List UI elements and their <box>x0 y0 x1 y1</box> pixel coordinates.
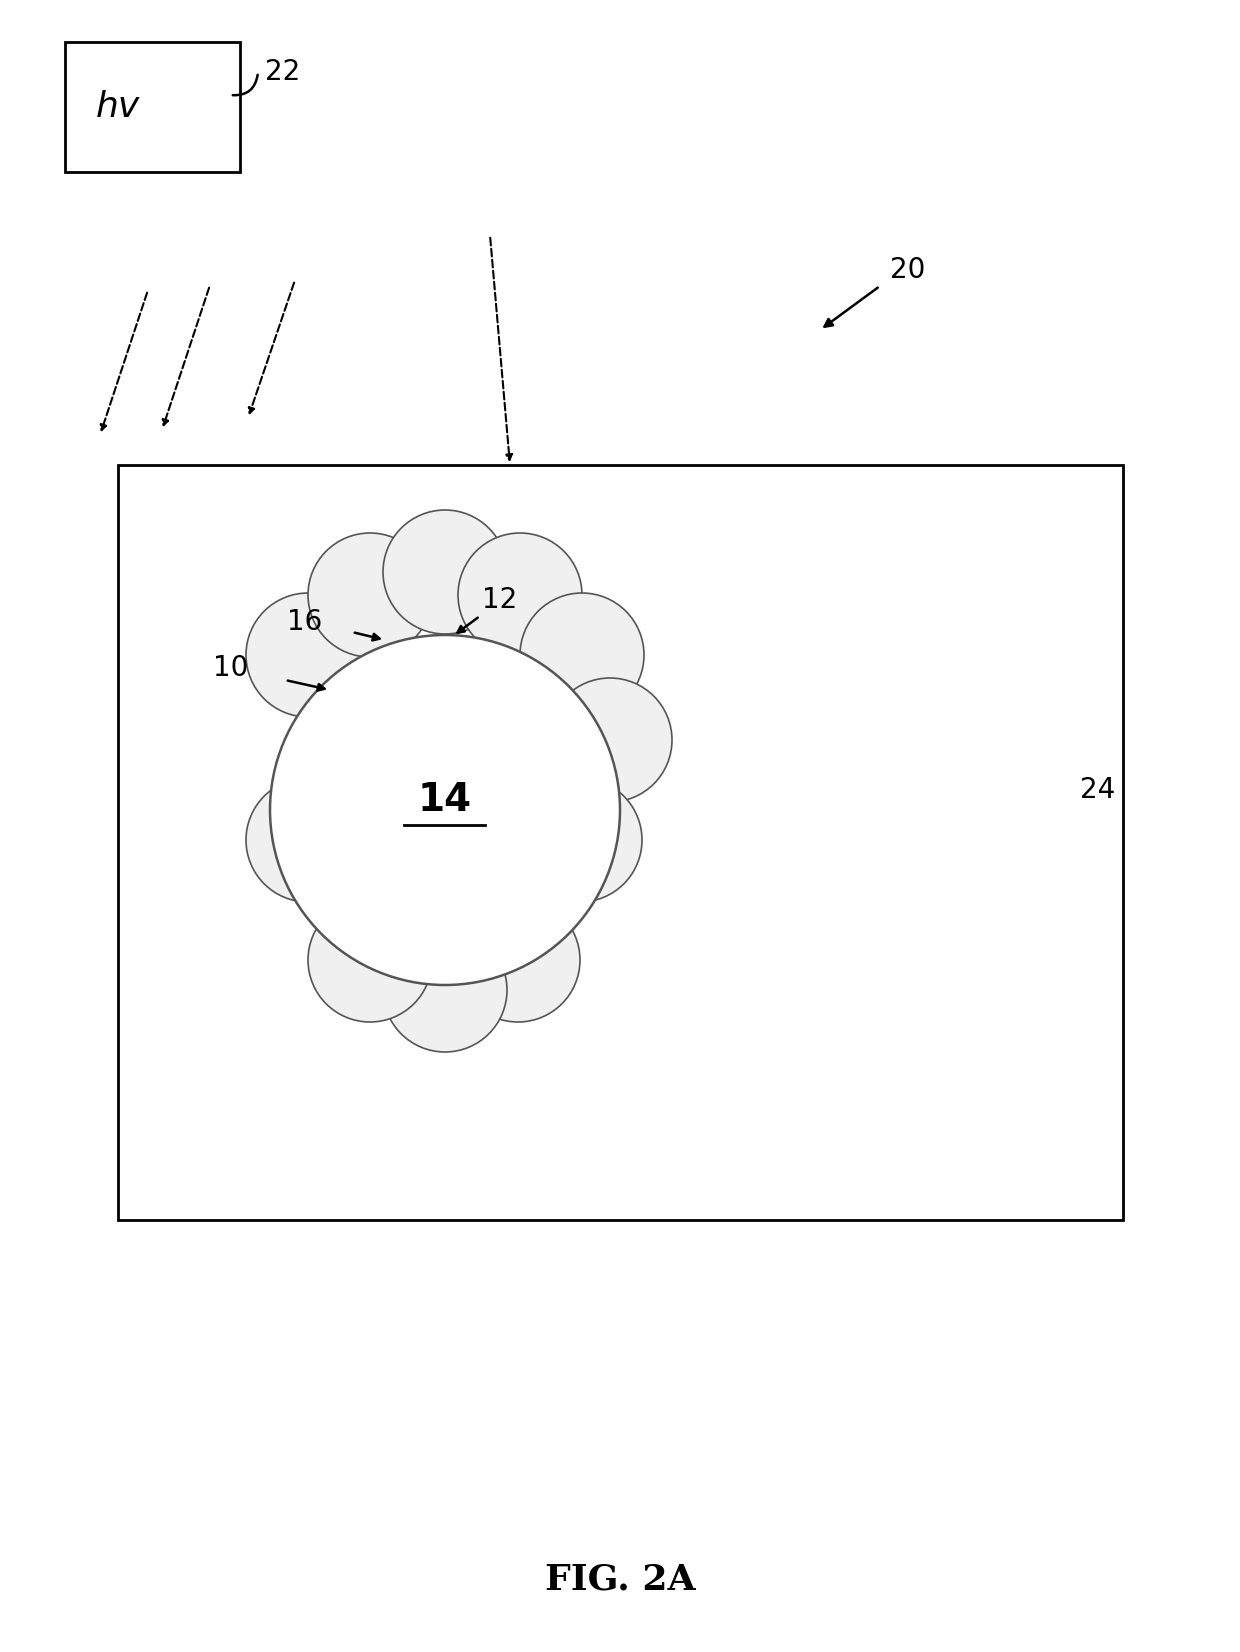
Bar <box>118 464 1123 1219</box>
Circle shape <box>246 593 370 717</box>
Circle shape <box>383 928 507 1052</box>
Circle shape <box>548 677 672 801</box>
Circle shape <box>520 593 644 717</box>
Circle shape <box>456 899 580 1023</box>
Text: 10: 10 <box>212 654 248 682</box>
Text: 20: 20 <box>890 256 925 284</box>
Bar <box>64 41 241 172</box>
Circle shape <box>518 778 642 902</box>
Text: 14: 14 <box>418 781 472 819</box>
Text: 24: 24 <box>1080 776 1115 805</box>
Text: FIG. 2A: FIG. 2A <box>544 1563 696 1597</box>
Circle shape <box>458 534 582 657</box>
Text: 16: 16 <box>286 608 322 636</box>
Circle shape <box>308 534 432 657</box>
Circle shape <box>308 899 432 1023</box>
Circle shape <box>246 778 370 902</box>
Circle shape <box>270 634 620 985</box>
Text: hv: hv <box>95 89 140 124</box>
Text: 12: 12 <box>482 586 517 615</box>
Circle shape <box>383 510 507 634</box>
Text: 22: 22 <box>265 58 300 86</box>
